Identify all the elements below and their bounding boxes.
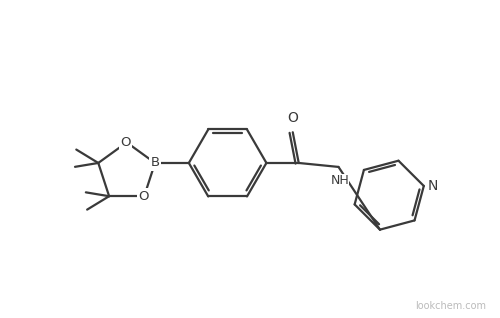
Text: lookchem.com: lookchem.com	[415, 301, 486, 311]
Text: NH: NH	[330, 174, 349, 187]
Text: N: N	[428, 179, 438, 193]
Text: O: O	[120, 136, 131, 149]
Text: O: O	[288, 111, 298, 125]
Text: O: O	[138, 190, 148, 203]
Text: B: B	[150, 156, 160, 169]
